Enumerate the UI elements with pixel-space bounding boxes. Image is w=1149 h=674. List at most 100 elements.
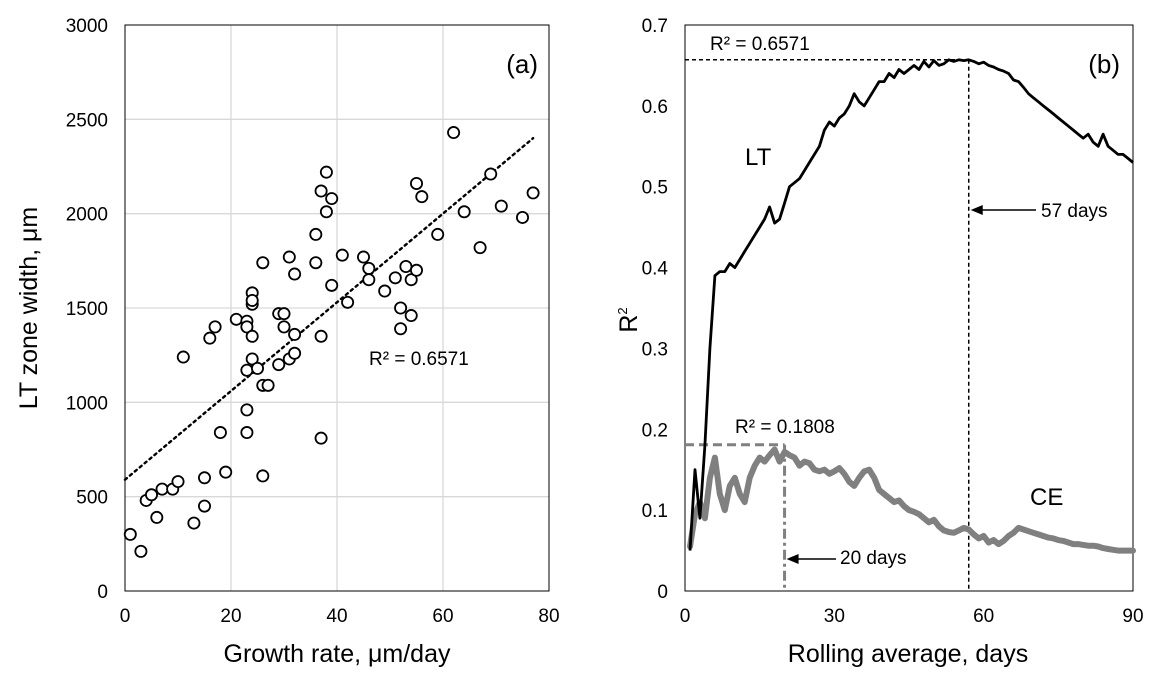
panel-b-label: (b)	[1088, 49, 1120, 79]
data-point	[197, 499, 211, 513]
series-ce-label: CE	[1030, 484, 1063, 511]
data-point	[245, 329, 259, 343]
y-tick-label: 3000	[66, 16, 108, 37]
data-point	[447, 126, 461, 140]
data-point	[314, 184, 328, 198]
y-tick-label: 0.6	[642, 97, 668, 118]
data-point	[150, 510, 164, 524]
data-point	[314, 329, 328, 343]
ce-days-annotation: 20 days	[840, 548, 907, 569]
y-tick-label: 0.7	[642, 16, 668, 37]
panel-a-x-axis-title: Growth rate, μm/day	[224, 640, 451, 668]
data-point	[309, 256, 323, 270]
y-tick-label: 1500	[66, 299, 108, 320]
data-point	[404, 309, 418, 323]
data-point	[409, 263, 423, 277]
y-tick-label: 0.3	[642, 339, 668, 360]
data-point	[155, 482, 169, 496]
y-tick-label: 500	[76, 488, 108, 509]
data-point	[404, 273, 418, 287]
panel-b-line: 0 30 60 90 0 0.1 0.2 0.3 0.4 0.5 0.6 0.7 (b) LT CE…	[615, 16, 1144, 668]
y-tick-label: 0.2	[642, 420, 668, 441]
panel-a-r2-label: R² = 0.6571	[369, 349, 469, 370]
y-tick-label: 0.4	[642, 259, 669, 280]
data-point	[325, 278, 339, 292]
y-tick-label: 0	[657, 582, 668, 603]
panel-b-x-axis-title: Rolling average, days	[788, 640, 1028, 668]
panel-b-x-ticks: 0 30 60 90	[680, 606, 1144, 627]
data-point	[240, 320, 254, 334]
panel-a-gridlines	[125, 25, 549, 591]
data-point	[256, 256, 270, 270]
data-point	[123, 527, 137, 541]
lt-r2-annotation: R² = 0.6571	[710, 34, 810, 55]
y-tick-label: 0.5	[642, 178, 668, 199]
x-tick-label: 0	[680, 606, 691, 627]
data-point	[526, 186, 540, 200]
data-point	[362, 261, 376, 275]
y-tick-label: 0	[97, 582, 108, 603]
panel-a-points	[123, 126, 540, 558]
x-tick-label: 40	[326, 606, 347, 627]
panel-a-x-ticks: 0 20 40 60 80	[120, 606, 560, 627]
ce-r2-annotation: R² = 0.1808	[735, 417, 835, 438]
data-point	[473, 241, 487, 255]
data-point	[309, 227, 323, 241]
data-point	[213, 426, 227, 440]
data-point	[144, 488, 158, 502]
data-point	[245, 352, 259, 366]
series-ce-line	[687, 446, 1136, 554]
data-point	[388, 271, 402, 285]
data-point	[229, 312, 243, 326]
data-point	[272, 358, 286, 372]
data-point	[516, 210, 530, 224]
data-point	[277, 307, 291, 321]
trendline	[123, 136, 535, 481]
panel-a-scatter: 0 20 40 60 80 0 500 1000 1500 2000 2500 3000 (a) R…	[15, 16, 560, 668]
lt-days-annotation: 57 days	[1041, 201, 1108, 222]
data-point	[457, 205, 471, 219]
data-point	[187, 516, 201, 530]
series-lt-line	[688, 58, 1134, 551]
panel-a-label: (a)	[506, 49, 538, 79]
data-point	[394, 301, 408, 315]
x-tick-label: 30	[824, 606, 845, 627]
data-point	[409, 176, 423, 190]
panel-a-y-ticks: 0 500 1000 1500 2000 2500 3000	[66, 16, 108, 603]
data-point	[362, 273, 376, 287]
data-point	[288, 267, 302, 281]
data-point	[219, 465, 233, 479]
data-point	[431, 227, 445, 241]
panel-b-plot-frame	[684, 24, 1134, 592]
data-point	[356, 250, 370, 264]
y-tick-label: 2000	[66, 205, 108, 226]
panel-a-plot-frame	[124, 24, 550, 592]
data-point	[176, 350, 190, 364]
data-point	[394, 322, 408, 336]
panel-b-y-ticks: 0 0.1 0.2 0.3 0.4 0.5 0.6 0.7	[642, 16, 669, 603]
data-point	[171, 475, 185, 489]
panel-b-arrows	[786, 205, 1036, 564]
data-point	[208, 320, 222, 334]
data-point	[319, 165, 333, 179]
y-tick-label: 0.1	[642, 501, 668, 522]
panel-b-y-axis-title: R2	[615, 307, 643, 332]
data-point	[335, 248, 349, 262]
data-point	[240, 363, 254, 377]
x-tick-label: 90	[1122, 606, 1143, 627]
data-point	[134, 544, 148, 558]
data-point	[240, 403, 254, 417]
data-point	[282, 250, 296, 264]
lt-days-arrow-head	[970, 205, 983, 215]
data-point	[484, 167, 498, 181]
data-point	[277, 320, 291, 334]
x-tick-label: 60	[973, 606, 994, 627]
data-point	[325, 192, 339, 206]
x-tick-label: 60	[432, 606, 453, 627]
data-point	[314, 431, 328, 445]
data-point	[256, 469, 270, 483]
panel-b-y-axis-title-base: R	[615, 315, 643, 333]
data-point	[494, 199, 508, 213]
data-point	[245, 293, 259, 307]
